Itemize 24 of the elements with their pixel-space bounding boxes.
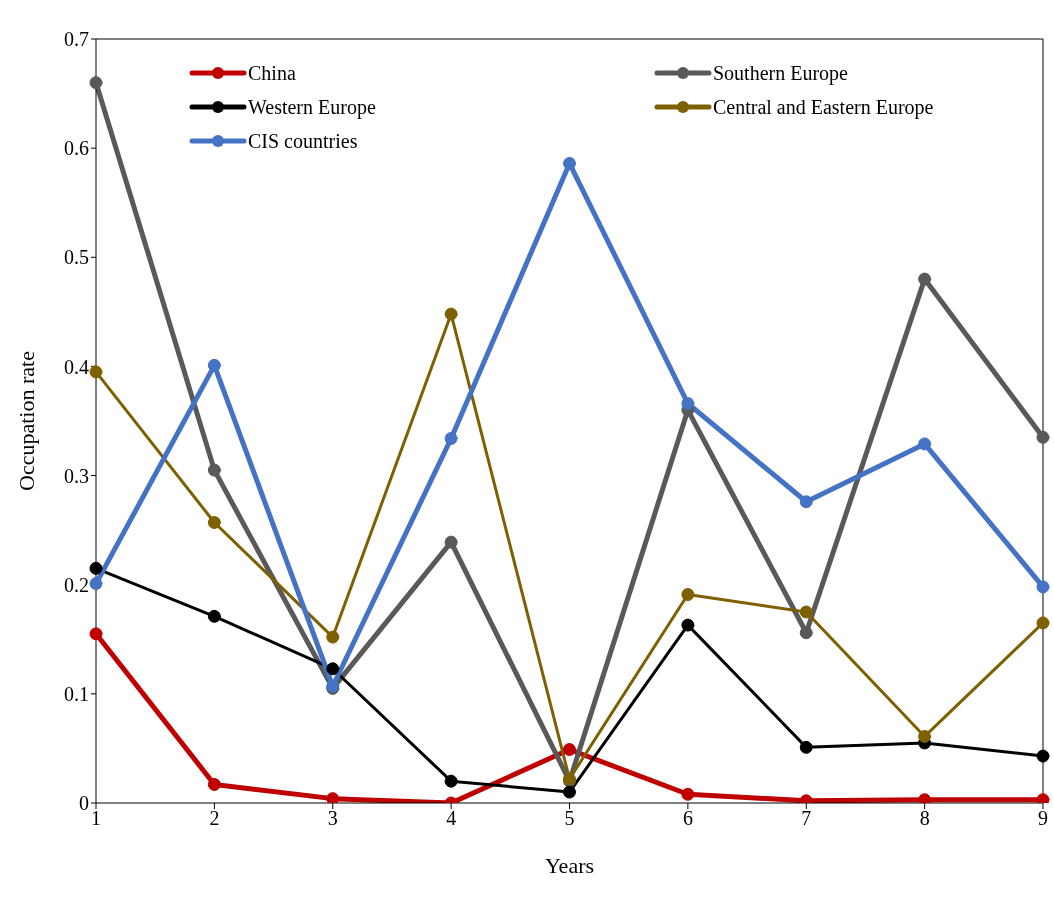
y-tick-label: 0.3 — [64, 464, 89, 487]
x-tick-label: 4 — [446, 807, 457, 830]
x-tick-label: 1 — [91, 807, 101, 830]
x-tick-label: 6 — [682, 807, 693, 830]
y-tick-label: 0.1 — [64, 682, 89, 705]
y-axis-title: Occupation rate — [13, 351, 39, 491]
y-tick-label: 0 — [79, 792, 89, 815]
x-tick-label: 5 — [564, 807, 575, 830]
x-tick-label: 8 — [919, 807, 930, 830]
x-tick-label: 3 — [327, 807, 338, 830]
x-tick-label: 7 — [801, 807, 812, 830]
y-tick-label: 0.5 — [64, 246, 89, 269]
legend-label: Central and Eastern Europe — [713, 95, 934, 119]
legend-label: Western Europe — [248, 95, 376, 119]
x-tick-label: 2 — [209, 807, 220, 830]
y-tick-label: 0.7 — [64, 28, 89, 51]
legend-label: China — [248, 61, 296, 85]
y-tick-label: 0.4 — [64, 355, 89, 378]
y-tick-label: 0.6 — [64, 137, 89, 160]
x-tick-label: 9 — [1038, 807, 1048, 830]
legend-label: CIS countries — [248, 129, 358, 153]
x-axis-title: Years — [544, 853, 595, 878]
y-tick-label: 0.2 — [64, 573, 89, 596]
legend-label: Southern Europe — [713, 61, 848, 85]
